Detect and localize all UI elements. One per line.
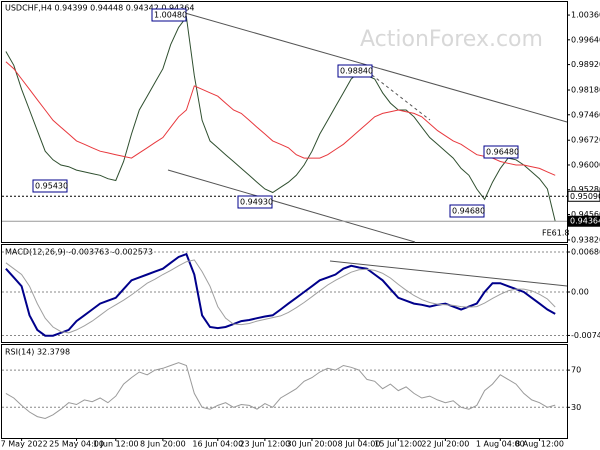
y-tick-label: 30 (571, 403, 581, 412)
watermark: ActionForex.com (360, 27, 543, 52)
y-tick-label: 0.00 (571, 287, 589, 296)
annotation: 0.94930 (240, 198, 273, 207)
level-label: 0.95090 (570, 192, 600, 201)
price-title: USDCHF,H4 0.94399 0.94448 0.94342 0.9436… (5, 4, 194, 13)
price-pane (1, 1, 568, 243)
series-line (5, 259, 556, 334)
x-tick-label: 16 Jun 04:00 (192, 440, 243, 449)
trendline (184, 12, 568, 123)
trendline (167, 169, 416, 243)
level-box (567, 215, 600, 227)
x-tick-label: 1 Jun 12:00 (93, 440, 139, 449)
y-tick-label: -0.007454 (571, 331, 600, 340)
rsi-title: RSI(14) 32.3798 (5, 348, 70, 357)
x-tick-label: 17 May 2022 (0, 440, 48, 449)
annotation: 0.95430 (35, 182, 68, 191)
x-tick-label: 22 Jul 20:00 (421, 440, 469, 449)
macd-pane (1, 244, 568, 343)
x-tick-label: 8 Jun 20:00 (140, 440, 186, 449)
series-line (5, 362, 556, 420)
x-tick-label: 30 Jun 20:00 (287, 440, 338, 449)
series-line (5, 15, 556, 222)
trendline (371, 74, 431, 121)
x-tick-label: 1 Aug 04:00 (476, 440, 525, 449)
annotation-box (449, 204, 485, 218)
annotation: 0.94680 (452, 207, 485, 216)
annotation: 1.00480 (154, 11, 187, 20)
x-tick-label: 8 Jul 04:00 (338, 440, 381, 449)
annotation-box (151, 8, 187, 22)
x-tick-label: 25 May 04:00 (49, 440, 104, 449)
annotation: 0.96480 (486, 148, 519, 157)
x-tick-label: 15 Jul 12:00 (374, 440, 422, 449)
y-tick-label: 70 (571, 366, 581, 375)
rsi-pane (1, 344, 568, 439)
series-line (5, 252, 556, 337)
annotation-box (32, 179, 68, 193)
x-tick-label: 23 Jun 12:00 (239, 440, 290, 449)
level-label: 0.94364 (570, 217, 600, 226)
y-tick-label: 0.006861 (571, 247, 600, 256)
annotation-box (237, 195, 273, 209)
trendline (329, 260, 568, 287)
level-box (567, 190, 600, 202)
series-line (5, 61, 556, 176)
annotation-box (337, 64, 373, 78)
annotation: 0.98840 (340, 67, 373, 76)
annotation: FE61.8 (542, 229, 569, 238)
x-tick-label: 8 Aug 12:00 (515, 440, 564, 449)
annotation-box (483, 145, 519, 159)
